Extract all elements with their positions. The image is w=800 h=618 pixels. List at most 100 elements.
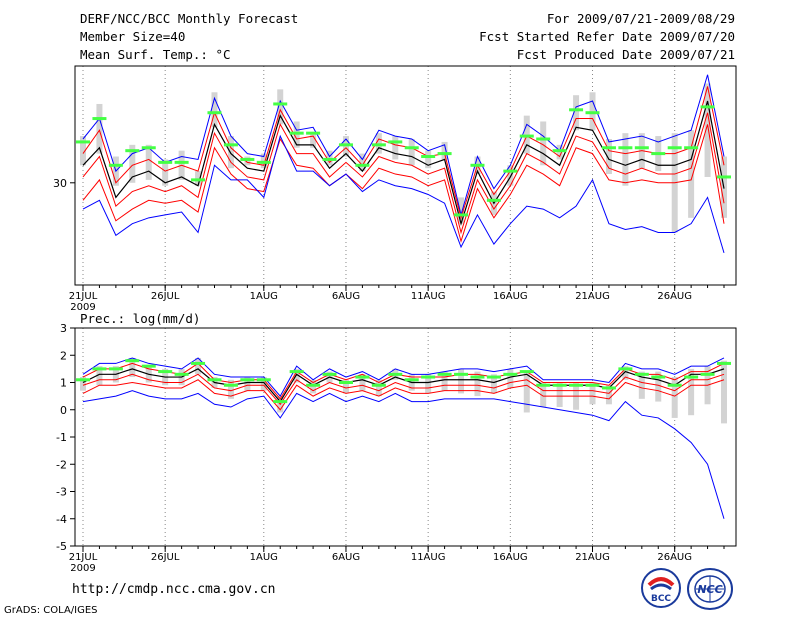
spread-bar <box>688 368 695 416</box>
forecast-mark <box>125 149 140 153</box>
forecast-mark <box>322 372 337 376</box>
forecast-mark <box>174 160 189 164</box>
y-tick-label: 1 <box>60 377 67 390</box>
spread-bar <box>129 144 136 183</box>
forecast-mark <box>486 375 501 379</box>
forecast-mark <box>273 400 288 404</box>
forecast-mark <box>454 213 469 217</box>
spread-bar <box>458 197 465 224</box>
forecast-mark <box>437 152 452 156</box>
series-line-min <box>82 134 725 254</box>
forecast-mark <box>601 146 616 150</box>
spread-bar <box>507 165 514 186</box>
forecast-mark <box>404 146 419 150</box>
forecast-produced-date: Fcst Produced Date 2009/07/21 <box>516 47 735 62</box>
spread-bar <box>523 371 530 413</box>
forecast-mark <box>684 375 699 379</box>
forecast-mark <box>338 381 353 384</box>
spread-bar <box>704 83 711 177</box>
source-url[interactable]: http://cmdp.ncc.cma.gov.cn <box>72 582 276 597</box>
forecast-mark <box>355 163 370 167</box>
forecast-mark <box>552 149 567 153</box>
forecast-mark <box>585 383 600 387</box>
spread-bar <box>441 371 448 391</box>
y-tick-label: -3 <box>56 486 67 499</box>
forecast-mark <box>76 378 90 382</box>
forecast-mark <box>289 131 304 135</box>
forecast-mark <box>634 372 649 376</box>
forecast-mark <box>552 383 567 387</box>
spread-bar <box>162 159 169 186</box>
spread-bar <box>227 379 234 399</box>
spread-bar <box>227 136 234 169</box>
spread-bar <box>441 141 448 160</box>
plot-frame <box>74 327 737 547</box>
forecast-mark <box>454 372 469 376</box>
y-tick-label: -1 <box>56 431 67 444</box>
forecast-mark <box>355 375 370 379</box>
forecast-mark <box>519 370 534 374</box>
spread-bar <box>458 368 465 394</box>
spread-bar <box>80 136 86 166</box>
series-line-max <box>82 357 725 397</box>
plot-frame <box>74 65 737 286</box>
chart-title: DERF/NCC/BCC Monthly Forecast <box>80 11 299 26</box>
y-tick-label: 3 <box>60 322 67 335</box>
forecast-mark <box>207 378 222 382</box>
spread-bar <box>490 374 497 394</box>
spread-bar <box>540 382 547 408</box>
spread-bar <box>721 360 727 424</box>
spread-bar <box>589 382 596 405</box>
forecast-mark <box>503 169 518 173</box>
spread-bar <box>392 136 399 160</box>
spread-bar <box>605 139 612 175</box>
forecast-mark <box>601 386 616 390</box>
y-tick-label: -5 <box>56 540 67 553</box>
spread-bar <box>342 379 349 394</box>
forecast-mark <box>651 152 666 156</box>
forecast-mark <box>618 146 633 150</box>
x-tick-label: 1AUG <box>250 291 278 302</box>
forecast-mark <box>174 372 189 376</box>
forecast-mark <box>585 111 600 115</box>
forecast-mark <box>191 361 206 365</box>
x-tick-label: 1AUG <box>250 552 278 563</box>
spread-bar <box>80 377 86 391</box>
spread-bar <box>573 95 580 131</box>
spread-bar <box>540 121 547 166</box>
forecast-mark <box>108 163 123 167</box>
series-line-p25 <box>82 373 725 406</box>
x-tick-label: 26AUG <box>657 552 692 563</box>
y-tick-label: 30 <box>53 177 67 190</box>
forecast-mark <box>404 378 419 382</box>
forecast-mark <box>388 372 403 376</box>
spread-bar <box>129 357 136 378</box>
forecast-mark <box>717 175 731 179</box>
forecast-mark <box>322 157 337 161</box>
forecast-mark <box>240 378 255 382</box>
ncc-logo-icon: NCC <box>687 568 733 610</box>
spread-bar <box>556 382 563 408</box>
y-tick-label: -2 <box>56 458 67 471</box>
forecast-mark <box>273 102 288 106</box>
forecast-mark <box>125 359 140 363</box>
forecast-mark <box>717 361 731 365</box>
spread-bar <box>277 89 284 125</box>
x-tick-label: 6AUG <box>332 552 360 563</box>
spread-bar <box>310 133 317 148</box>
forecast-mark <box>536 383 551 387</box>
forecast-mark <box>158 370 173 374</box>
series-line-p25 <box>82 112 725 235</box>
forecast-mark <box>76 140 90 144</box>
forecast-mark <box>371 383 386 387</box>
svg-text:BCC: BCC <box>651 594 671 604</box>
forecast-mark <box>256 378 271 382</box>
forecast-mark <box>108 367 123 371</box>
x-tick-label: 21JUL <box>69 291 98 302</box>
variable-label: Mean Surf. Temp.: °C <box>80 47 231 62</box>
spread-bar <box>145 144 152 180</box>
forecast-mark <box>437 372 452 376</box>
spread-bar <box>260 377 267 391</box>
forecast-mark <box>536 137 551 141</box>
x-tick-label: 11AUG <box>411 291 446 302</box>
